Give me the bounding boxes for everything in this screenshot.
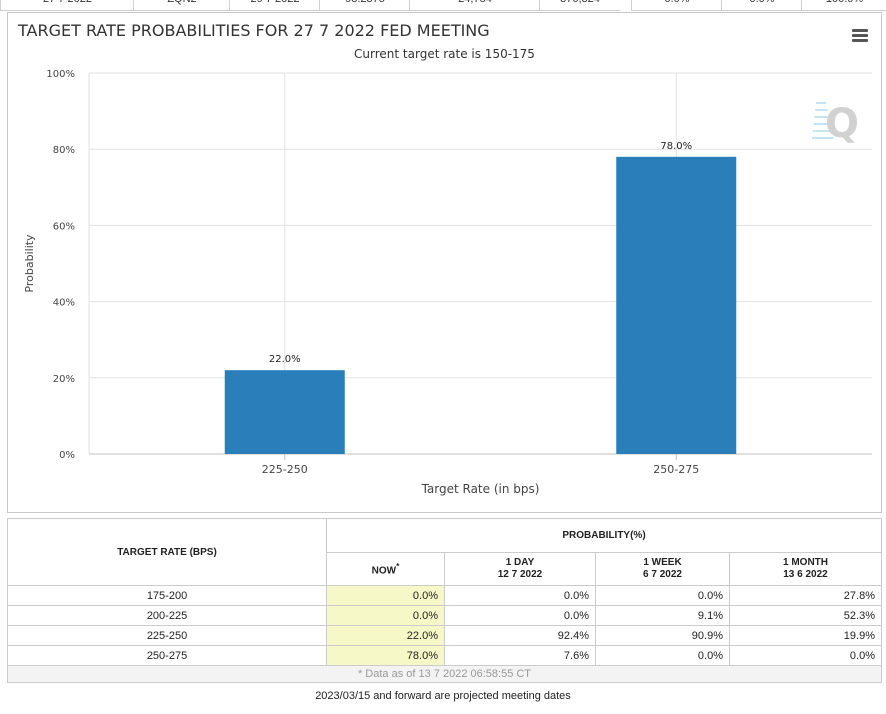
cell-now: 22.0% (326, 625, 445, 646)
cell-rate: 175-200 (7, 585, 327, 606)
cell-1day: 0.0% (444, 585, 596, 606)
cme-q-logo-icon: Q (812, 101, 859, 147)
cell-now: 0.0% (326, 605, 445, 626)
y-tick-label: 20% (53, 374, 75, 385)
header-target-rate: TARGET RATE (BPS) (7, 518, 327, 586)
cell-now: 78.0% (326, 645, 445, 666)
cell-1month: 0.0% (729, 645, 882, 666)
chart-title: TARGET RATE PROBABILITIES FOR 27 7 2022 … (18, 21, 490, 40)
bar (616, 156, 737, 454)
projected-dates-note: 2023/03/15 and forward are projected mee… (315, 690, 571, 702)
header-now-mark: * (396, 561, 400, 572)
y-tick-label: 60% (53, 221, 75, 232)
chart-panel: 0% 20% 40% 60% 80% 100% 22.0% 225-250 78.0% 250-2… (7, 12, 882, 513)
header-1week-date: 6 7 2022 (643, 569, 682, 580)
strip-cell: ZQN2 (133, 0, 230, 11)
cell-1day: 92.4% (444, 625, 596, 646)
previous-table-strip: 27 7 2022 ZQN2 29 7 2022 98.2375 24,784 … (0, 0, 886, 11)
cell-1month: 52.3% (729, 605, 882, 626)
bar-data-label: 22.0% (269, 354, 301, 365)
header-1day-date: 12 7 2022 (497, 569, 543, 580)
bar (224, 370, 345, 454)
x-axis-title: Target Rate (in bps) (421, 482, 540, 496)
probability-table: TARGET RATE (BPS) PROBABILITY(%) NOW* 1 … (7, 518, 882, 683)
strip-cell: 27 7 2022 (0, 0, 134, 11)
cell-rate: 250-275 (7, 645, 327, 666)
header-now: NOW* (326, 552, 445, 586)
header-1month: 1 MONTH 13 6 2022 (729, 552, 882, 586)
header-1week: 1 WEEK 6 7 2022 (595, 552, 730, 586)
header-1week-label: 1 WEEK (643, 557, 682, 568)
y-tick-label: 40% (53, 298, 75, 309)
table-row: 250-275 78.0% 7.6% 0.0% 0.0% (7, 645, 882, 666)
chart-svg: 0% 20% 40% 60% 80% 100% 22.0% 225-250 78.0% 250-2… (23, 69, 872, 496)
cell-1month: 19.9% (729, 625, 882, 646)
x-tick-label: 250-275 (653, 463, 699, 476)
table-row: 225-250 22.0% 92.4% 90.9% 19.9% (7, 625, 882, 646)
bar-data-label: 78.0% (660, 141, 692, 152)
strip-cell: 0.0% (631, 0, 722, 11)
cell-1week: 9.1% (595, 605, 730, 626)
header-now-label: NOW (371, 565, 397, 577)
hamburger-menu-icon[interactable] (852, 29, 868, 43)
cell-rate: 200-225 (7, 605, 327, 626)
y-tick-label: 0% (59, 450, 75, 461)
strip-cell: 100.0% (801, 0, 886, 11)
cell-1day: 7.6% (444, 645, 596, 666)
y-tick-label: 80% (53, 145, 75, 156)
header-1month-date: 13 6 2022 (783, 569, 828, 580)
cell-now: 0.0% (326, 585, 445, 606)
strip-cell: 98.2375 (319, 0, 410, 11)
cell-1week: 0.0% (595, 585, 730, 606)
strip-cell: 29 7 2022 (229, 0, 320, 11)
cell-1month: 27.8% (729, 585, 882, 606)
strip-cell: 0.0% (721, 0, 802, 11)
header-1day: 1 DAY 12 7 2022 (444, 552, 596, 586)
strip-cell: 376,324 (539, 0, 620, 11)
cell-1week: 90.9% (595, 625, 730, 646)
table-row: 200-225 0.0% 0.0% 9.1% 52.3% (7, 605, 882, 626)
cell-1day: 0.0% (444, 605, 596, 626)
y-tick-label: 100% (46, 69, 75, 80)
cell-rate: 225-250 (7, 625, 327, 646)
x-tick-label: 225-250 (262, 463, 308, 476)
svg-text:Q: Q (825, 101, 859, 147)
y-axis-title: Probability (23, 234, 36, 293)
chart-subtitle: Current target rate is 150-175 (354, 47, 535, 61)
table-footer-note: * Data as of 13 7 2022 06:58:55 CT (7, 665, 882, 683)
header-probability: PROBABILITY(%) (326, 518, 882, 553)
header-1day-label: 1 DAY (505, 557, 535, 568)
strip-cell: 24,784 (409, 0, 540, 11)
header-1month-label: 1 MONTH (783, 557, 828, 568)
table-row: 175-200 0.0% 0.0% 0.0% 27.8% (7, 585, 882, 606)
cell-1week: 0.0% (595, 645, 730, 666)
